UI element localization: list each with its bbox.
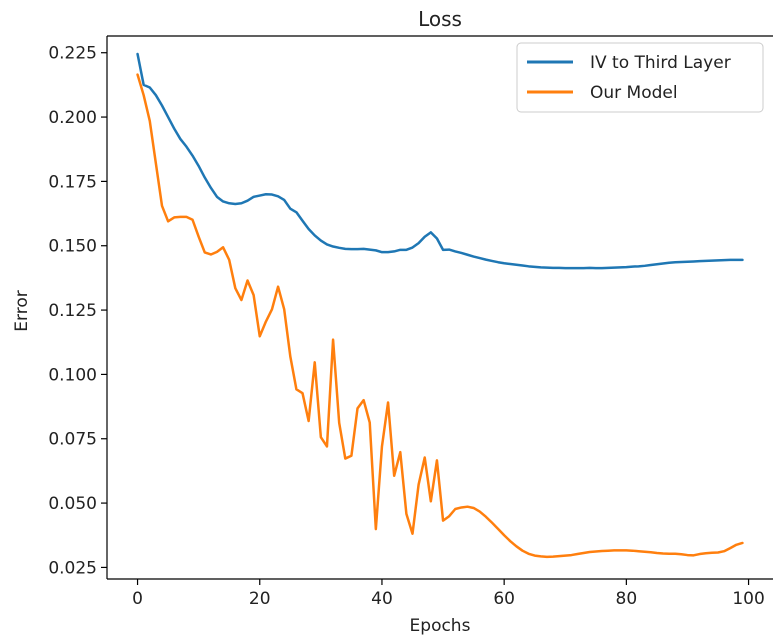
x-tick-label: 60: [493, 589, 515, 609]
y-tick-label: 0.200: [48, 108, 97, 128]
y-tick-label: 0.125: [48, 301, 97, 321]
x-tick-label: 0: [132, 589, 143, 609]
plot-lines: [136, 52, 744, 559]
legend-label-our-model: Our Model: [590, 83, 678, 103]
y-tick-label: 0.150: [48, 237, 97, 257]
series-line-our-model: [136, 73, 744, 559]
series-line-iv-to-third-layer: [136, 52, 744, 270]
legend: IV to Third Layer Our Model: [516, 42, 764, 113]
x-tick-label: 80: [616, 589, 638, 609]
x-axis-ticks: 0 20 40 60 80 100: [132, 579, 765, 609]
legend-box: [516, 42, 764, 113]
y-tick-label: 0.100: [48, 365, 97, 385]
y-axis-label: Error: [12, 290, 32, 331]
axes: [106, 35, 773, 580]
x-axis-label: Epochs: [410, 616, 471, 636]
x-tick-label: 40: [371, 589, 393, 609]
chart-title: Loss: [418, 7, 462, 31]
y-tick-label: 0.175: [48, 172, 97, 192]
y-tick-label: 0.050: [48, 494, 97, 514]
y-tick-label: 0.225: [48, 44, 97, 64]
y-tick-label: 0.025: [48, 558, 97, 578]
x-tick-label: 100: [732, 589, 764, 609]
y-axis-ticks: 0.025 0.050 0.075 0.100 0.125 0.150 0.175 0.200…: [48, 44, 107, 578]
x-tick-label: 20: [249, 589, 271, 609]
legend-label-iv-to-third-layer: IV to Third Layer: [590, 53, 731, 73]
y-tick-label: 0.075: [48, 430, 97, 450]
